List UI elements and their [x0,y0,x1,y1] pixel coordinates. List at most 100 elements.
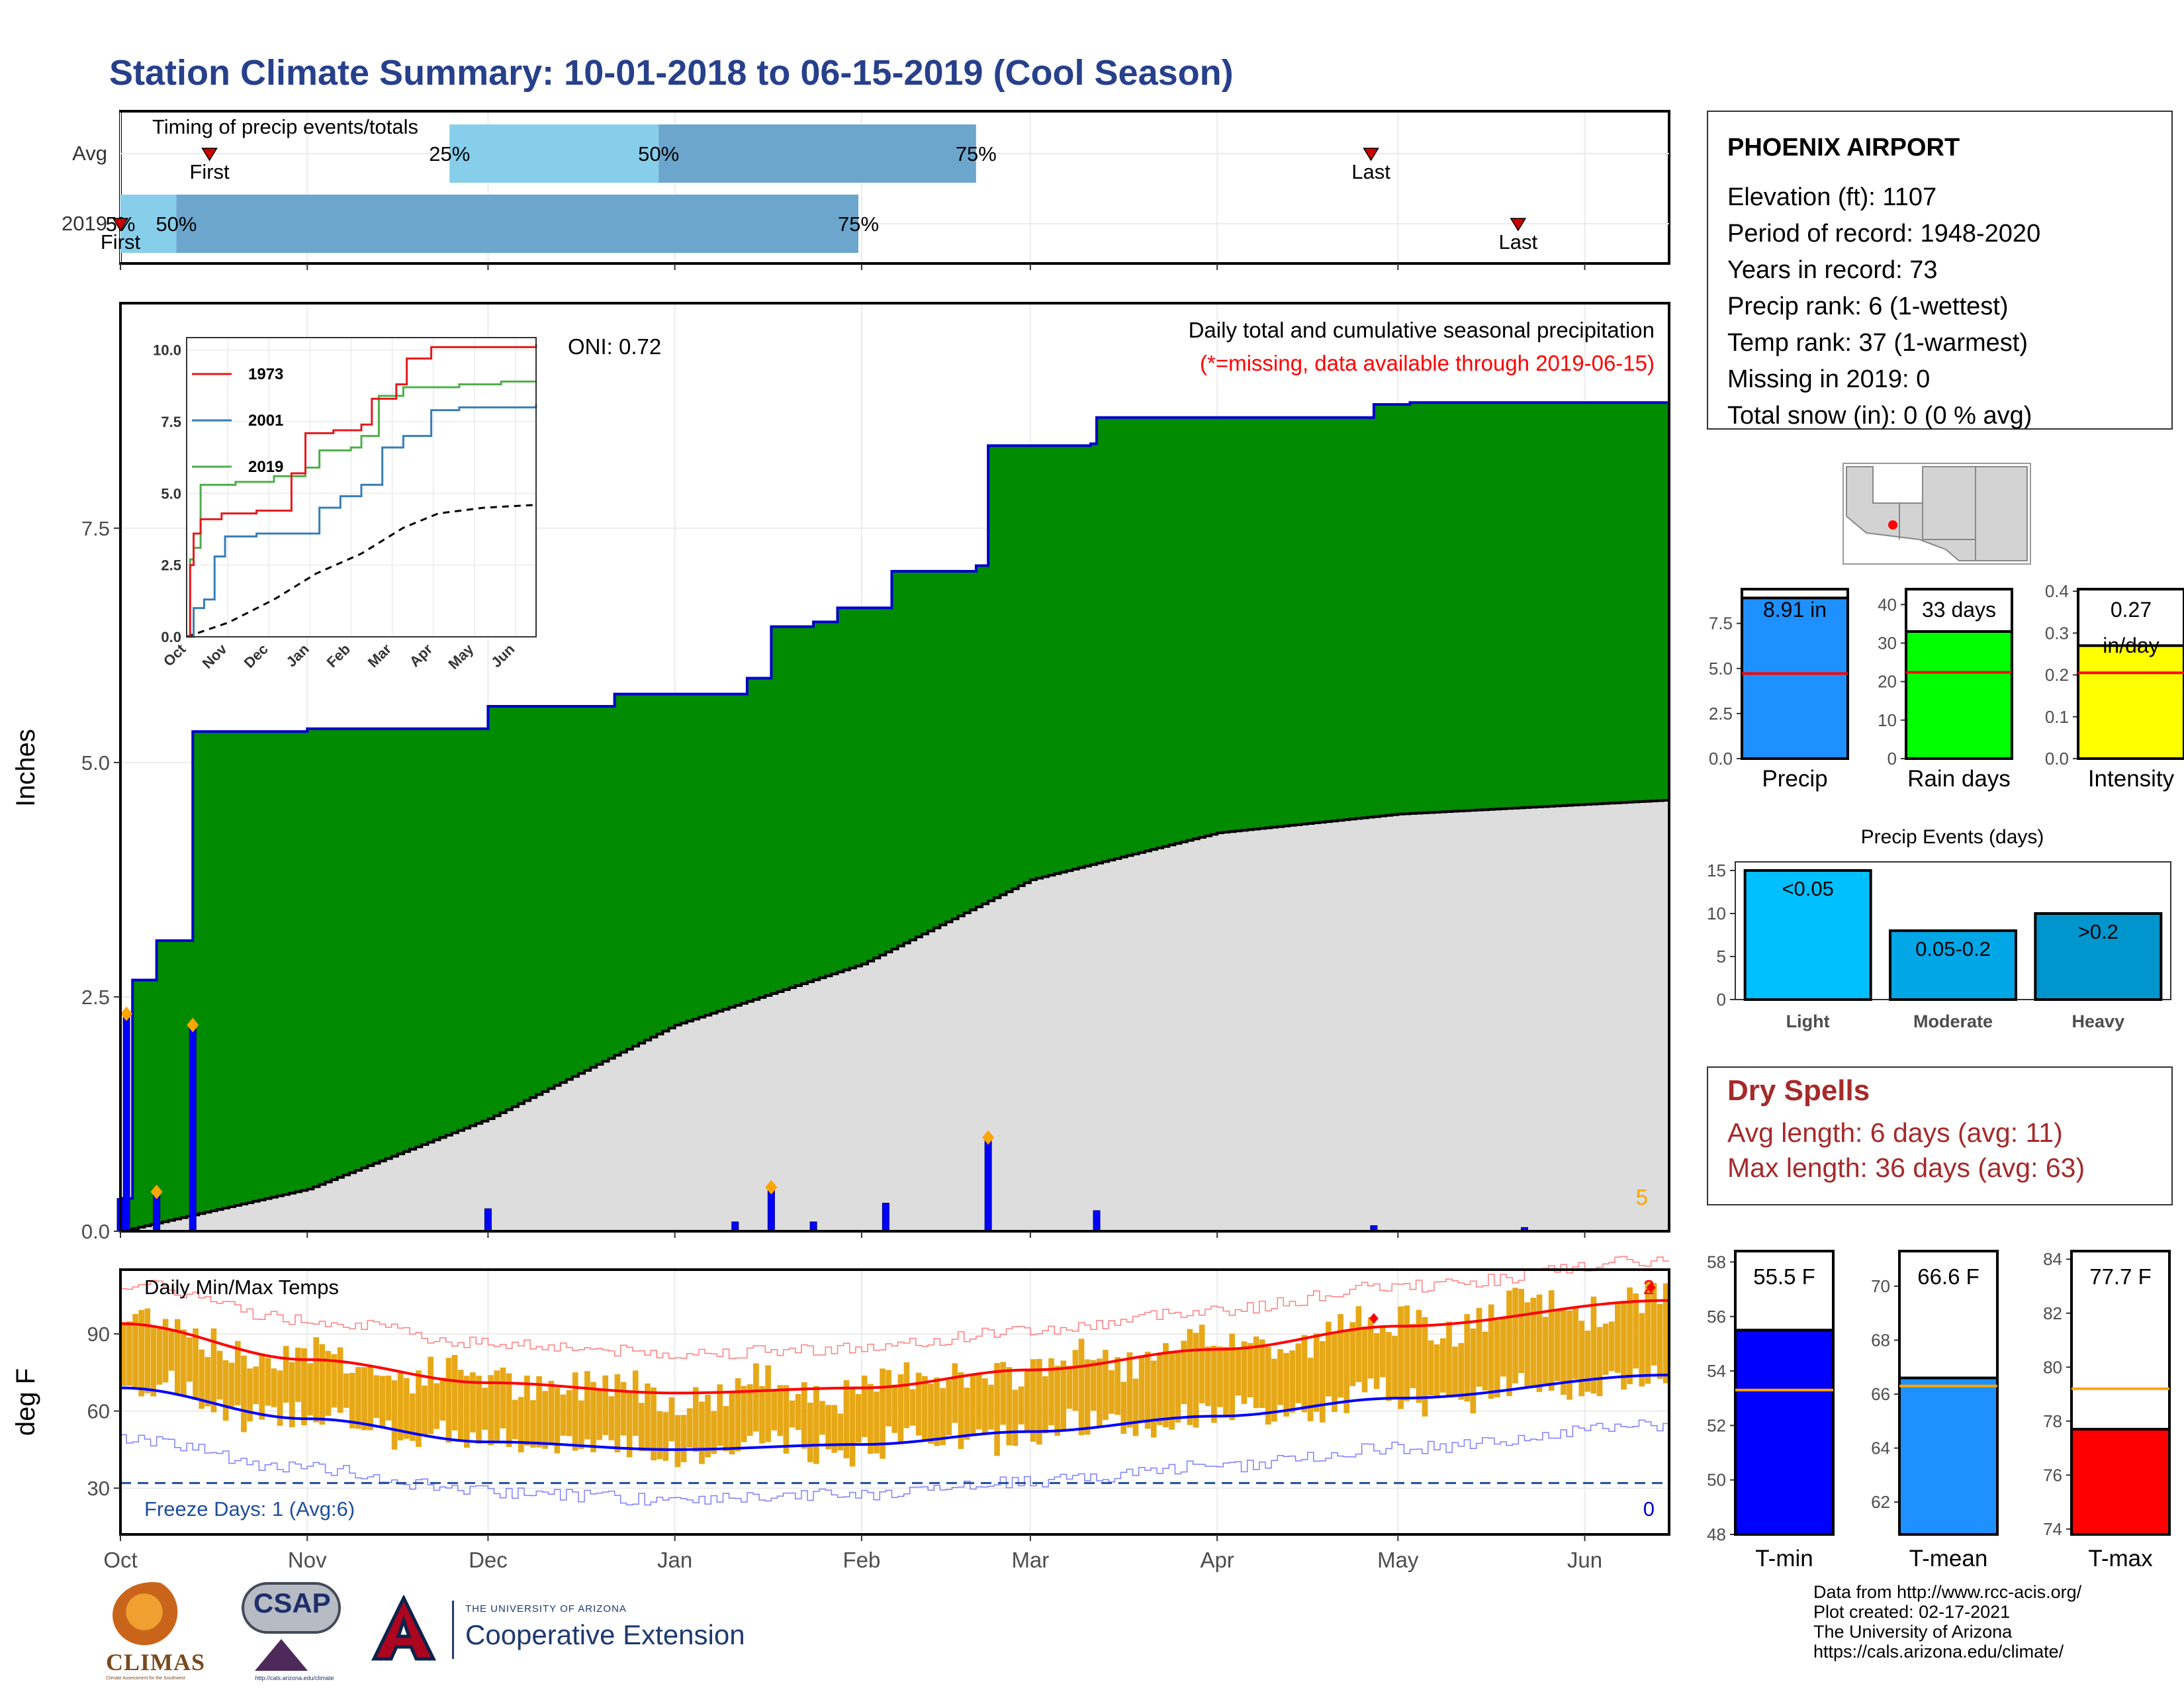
daily-temp-bar [1506,1290,1512,1397]
daily-max-marker-icon [187,1017,199,1033]
daily-temp-bar [1482,1331,1488,1391]
summary-bar-label: Intensity [2088,766,2175,792]
timing-bar-segment [120,195,177,253]
daily-temp-bar [349,1372,355,1429]
daily-temp-bar [1042,1376,1048,1434]
daily-temp-bar [1398,1306,1404,1409]
daily-temp-bar [1404,1305,1410,1401]
month-axis-label: Jan [657,1548,692,1572]
station-name: PHOENIX AIRPORT [1727,134,1960,162]
daily-temp-bar [946,1380,952,1436]
daily-temp-bar [1488,1304,1494,1399]
daily-temp-bar [1084,1359,1091,1435]
daily-temp-bar [162,1319,169,1383]
climas-logo-tagline: Climate Assessment for the Southwest [106,1676,185,1681]
daily-precip-bar [882,1203,889,1232]
daily-temp-bar [150,1326,157,1397]
temp-summary-bar-label: T-mean [1909,1546,1988,1571]
daily-temp-bar [1542,1317,1549,1384]
daily-temp-bar [837,1413,844,1451]
record-high-line [120,1256,1669,1360]
timing-row-label-avg: Avg [72,142,107,165]
daily-temp-bar [1536,1294,1543,1392]
daily-temp-bar [181,1329,187,1395]
last-event-label: Last [1351,160,1390,183]
summary-bar-intensity [2077,644,2184,760]
daily-temp-bar [1163,1342,1169,1428]
temp-summary-ytick-label: 56 [1707,1307,1726,1327]
record-count: 2 [1643,1276,1655,1299]
first-event-label: First [189,160,230,183]
temp-ytick-label: 90 [87,1323,110,1346]
month-axis-label: Mar [1011,1548,1049,1572]
daily-temp-bar [319,1344,326,1425]
events-ytick-label: 15 [1707,861,1726,880]
daily-temp-bar [861,1376,868,1437]
daily-temp-bar [686,1408,693,1448]
inset-legend-label: 1973 [248,365,283,383]
summary-ytick-label: 0.3 [2045,623,2069,643]
summary-ytick-label: 10 [1878,710,1897,730]
summary-ytick-label: 30 [1878,633,1897,653]
daily-temp-bar [1326,1321,1332,1397]
daily-temp-bar [590,1382,596,1452]
daily-temp-bar [247,1368,253,1422]
daily-temp-bar [1518,1289,1525,1374]
daily-temp-bar [228,1362,235,1407]
temp-summary-bar-label: T-max [2088,1546,2153,1571]
daily-temp-bar [620,1382,627,1436]
daily-temp-bar [476,1376,482,1444]
summary-ytick-label: 0 [1888,749,1897,769]
daily-temp-bar [1379,1327,1386,1378]
footer-line: Plot created: 02-17-2021 [1813,1602,2011,1622]
temp-ytick-label: 60 [87,1400,110,1423]
avg-max-temp-line [120,1299,1670,1395]
daily-temp-bar [518,1397,524,1453]
station-info-line: Precip rank: 6 (1-wettest) [1727,293,2008,320]
daily-temp-bar [819,1401,825,1435]
daily-temp-bar [428,1356,434,1434]
average-precip-area [120,800,1669,1231]
record-high-marker-icon [1646,1282,1656,1293]
daily-temp-bar [1662,1283,1669,1383]
daily-temp-bar [584,1371,590,1440]
daily-temp-bar [958,1372,964,1449]
event-bar-heavy [2034,912,2163,1001]
daily-temp-bar [880,1368,886,1459]
record-high-marker-icon [1369,1313,1379,1324]
daily-temp-bar [265,1358,271,1406]
daily-temp-bar [891,1384,898,1433]
daily-temp-bar [795,1393,801,1430]
daily-temp-bar [1355,1306,1362,1382]
daily-temp-bar [970,1374,976,1436]
daily-temp-bar [1241,1341,1248,1404]
daily-temp-bar [1367,1317,1374,1379]
daily-temp-bar [397,1372,404,1440]
temp-summary-ytick-label: 70 [1871,1276,1890,1296]
daily-temp-bar [1223,1346,1229,1417]
precip-note-title: Daily total and cumulative seasonal prec… [1189,318,1655,342]
month-axis-label: Oct [103,1548,137,1572]
daily-temp-bar [1078,1338,1085,1436]
daily-temp-bar [241,1355,247,1432]
daily-temp-bar [361,1367,367,1430]
daily-temp-bar [451,1355,458,1430]
daily-temp-bar [463,1376,470,1448]
daily-temp-bar [433,1383,440,1429]
daily-temp-bar [886,1370,891,1427]
footer-line: Data from http://www.rcc-acis.org/ [1813,1582,2082,1602]
logos: CLIMAS Climate Assessment for the Southw… [106,1582,754,1681]
daily-temp-bar [897,1374,904,1444]
daily-temp-bar [199,1349,205,1409]
summary-bar-precip [1741,596,1849,760]
daily-temp-bar [699,1401,705,1464]
daily-temp-bar [934,1377,940,1446]
temp-summary-bar-label: T-min [1755,1546,1813,1571]
dry-spells-avg: Avg length: 6 days (avg: 11) [1727,1117,2063,1148]
daily-temp-bar [512,1399,518,1440]
daily-temp-bar [928,1383,934,1444]
daily-temp-bar [156,1328,163,1385]
daily-temp-bar [1103,1350,1109,1421]
daily-temp-bar [1235,1347,1242,1396]
